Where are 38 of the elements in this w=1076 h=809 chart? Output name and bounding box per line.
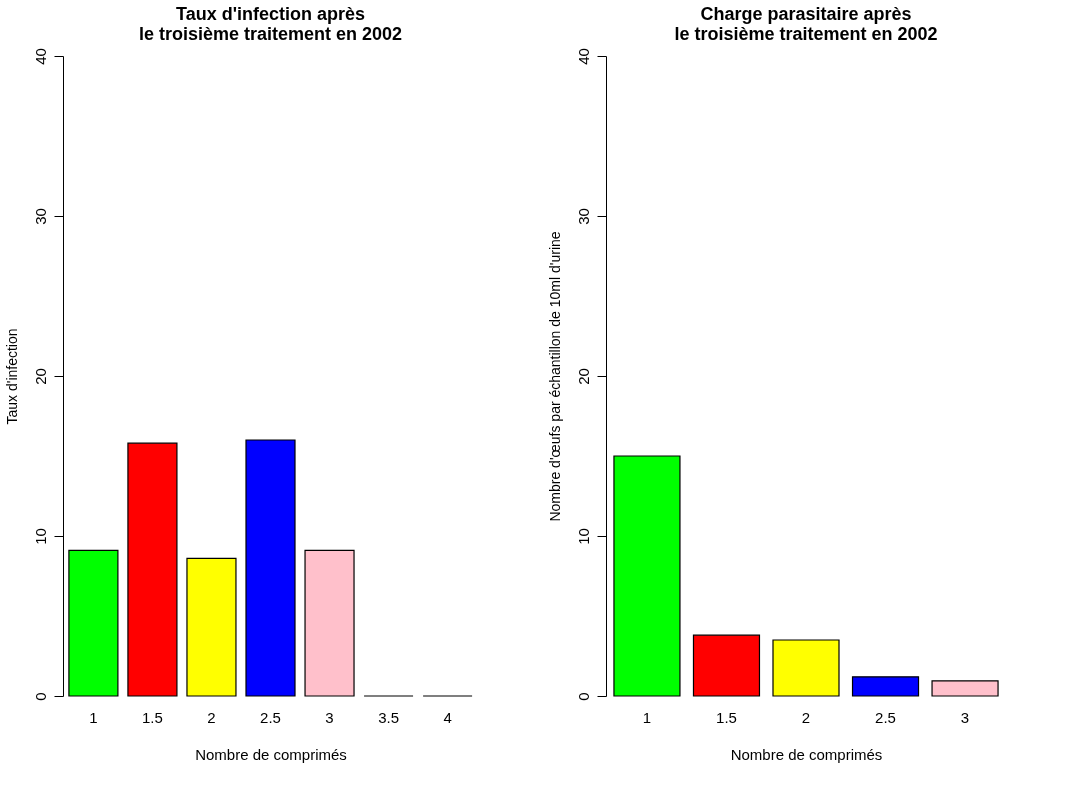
bar (851, 676, 920, 697)
bar (304, 549, 355, 697)
bar (186, 557, 237, 697)
y-tick-label: 40 (574, 48, 592, 65)
y-axis-title: Nombre d'œufs par échantillon de 10ml d'urine (546, 231, 563, 522)
chart-title: Charge parasitaire après le troisième traitement en 2002 (674, 3, 938, 44)
bar (931, 680, 999, 697)
y-tick-label: 20 (574, 368, 592, 385)
bar (772, 639, 840, 697)
x-tick-label: 3 (325, 708, 334, 726)
bar (613, 455, 681, 697)
bar (245, 439, 296, 697)
x-tick-label: 2.5 (260, 708, 281, 726)
chart-title: Taux d'infection après le troisième traitement en 2002 (138, 3, 403, 44)
x-tick-label: 4 (443, 708, 452, 726)
x-tick-label: 1.5 (716, 708, 737, 726)
bar (692, 634, 761, 697)
y-tick-label: 30 (574, 208, 592, 225)
y-tick-label: 0 (574, 692, 592, 701)
y-tick-label: 20 (31, 368, 49, 385)
x-tick-label: 3 (960, 708, 970, 726)
y-tick-label: 10 (574, 528, 592, 545)
x-tick-label: 2 (801, 708, 811, 726)
x-axis-title: Nombre de comprimés (195, 745, 347, 763)
bar (68, 549, 119, 697)
y-tick-label: 40 (31, 48, 49, 65)
x-tick-label: 1.5 (142, 708, 163, 726)
y-tick-label: 10 (31, 528, 49, 545)
x-tick-label: 1 (642, 708, 652, 726)
y-tick-label: 30 (31, 208, 49, 225)
x-tick-label: 1 (89, 708, 98, 726)
x-tick-label: 2.5 (875, 708, 896, 726)
x-tick-label: 3.5 (378, 708, 399, 726)
bar (127, 442, 178, 697)
x-tick-label: 2 (207, 708, 216, 726)
x-axis-title: Nombre de comprimés (730, 745, 883, 763)
y-axis-title: Taux d'infection (3, 328, 20, 425)
y-tick-label: 0 (31, 692, 49, 701)
